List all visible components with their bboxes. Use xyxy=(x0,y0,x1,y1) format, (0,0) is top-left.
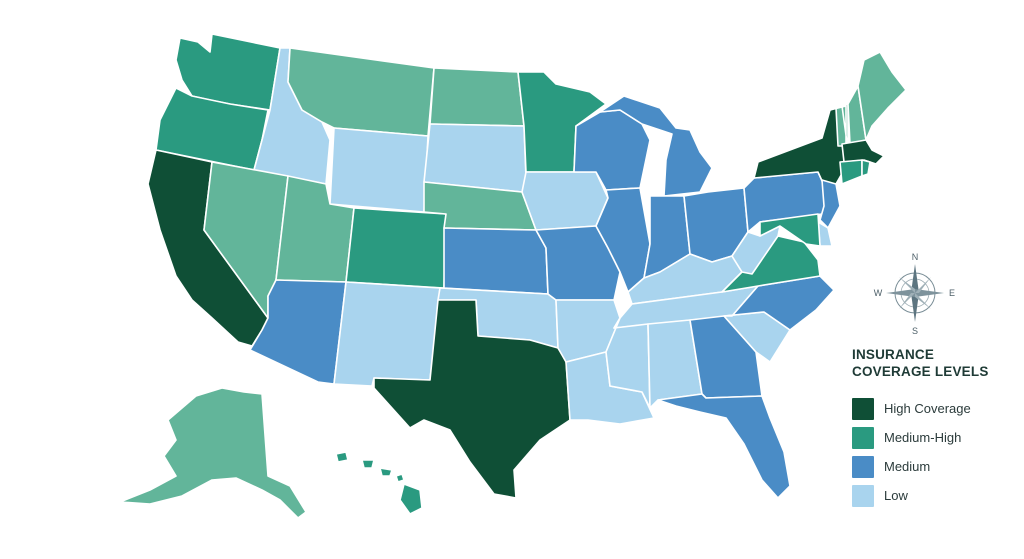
legend-item-low: Low xyxy=(852,481,1012,510)
state-il[interactable] xyxy=(595,187,651,293)
legend: INSURANCE COVERAGE LEVELS High Coverage … xyxy=(852,346,1012,510)
legend-title-line1: INSURANCE xyxy=(852,347,935,362)
compass-e: E xyxy=(949,288,955,298)
legend-label-high: High Coverage xyxy=(884,401,971,416)
state-ak[interactable] xyxy=(119,387,307,519)
legend-item-high: High Coverage xyxy=(852,394,1012,423)
legend-item-medium-high: Medium-High xyxy=(852,423,1012,452)
state-ri[interactable] xyxy=(861,159,871,177)
state-me[interactable] xyxy=(857,51,907,141)
state-mn[interactable] xyxy=(517,71,607,173)
state-nd[interactable] xyxy=(429,67,525,127)
legend-swatch-high xyxy=(852,397,874,420)
legend-label-low: Low xyxy=(884,488,908,503)
state-nm[interactable] xyxy=(333,281,441,387)
state-ct[interactable] xyxy=(839,159,863,185)
state-hi[interactable] xyxy=(335,451,423,515)
legend-title-line2: COVERAGE LEVELS xyxy=(852,364,989,379)
legend-swatch-medium xyxy=(852,455,874,478)
state-ks[interactable] xyxy=(443,227,549,295)
compass-w: W xyxy=(874,288,883,298)
legend-swatch-low xyxy=(852,484,874,507)
state-ia[interactable] xyxy=(521,171,609,231)
state-sd[interactable] xyxy=(423,123,527,193)
legend-swatch-medium-high xyxy=(852,426,874,449)
state-wy[interactable] xyxy=(329,127,429,213)
compass-rose-icon: N E S W xyxy=(874,252,955,336)
state-mi[interactable] xyxy=(599,95,713,197)
legend-item-medium: Medium xyxy=(852,452,1012,481)
legend-label-medium-high: Medium-High xyxy=(884,430,962,445)
legend-title: INSURANCE COVERAGE LEVELS xyxy=(852,346,1012,380)
state-wv[interactable] xyxy=(731,225,781,275)
state-md[interactable] xyxy=(759,213,821,247)
compass-s: S xyxy=(912,326,918,336)
legend-label-medium: Medium xyxy=(884,459,931,474)
compass-n: N xyxy=(912,252,919,262)
state-fl[interactable] xyxy=(657,393,791,499)
state-co[interactable] xyxy=(345,207,447,289)
state-tx[interactable] xyxy=(373,299,571,499)
